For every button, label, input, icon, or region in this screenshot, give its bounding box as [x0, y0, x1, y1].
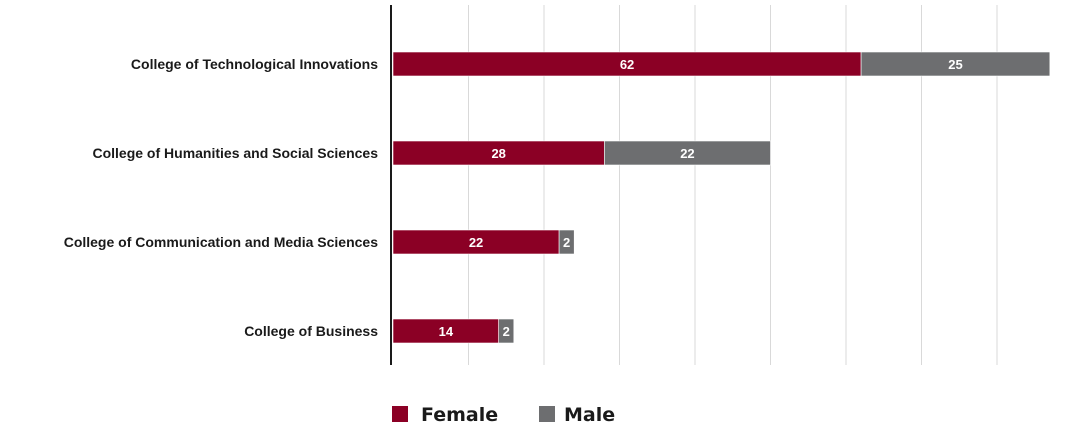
bar-label-male-1: 22 — [680, 146, 694, 161]
category-label-1: College of Humanities and Social Science… — [92, 145, 378, 161]
category-labels: College of Technological Innovations Coll… — [64, 56, 379, 339]
category-label-2: College of Communication and Media Scien… — [64, 234, 378, 250]
bar-label-female-0: 62 — [620, 57, 634, 72]
legend: Female Male — [392, 404, 615, 426]
bar-label-male-2: 2 — [563, 235, 570, 250]
bar-label-female-3: 14 — [439, 324, 454, 339]
legend-label-female: Female — [421, 404, 498, 426]
bar-male-0 — [860, 51, 1051, 77]
bar-label-male-3: 2 — [503, 324, 510, 339]
category-label-3: College of Business — [244, 323, 378, 339]
category-label-0: College of Technological Innovations — [131, 56, 378, 72]
legend-label-male: Male — [564, 404, 615, 426]
bar-male-2 — [558, 229, 575, 255]
bar-male-1 — [604, 140, 771, 166]
bar-male-3 — [498, 318, 515, 344]
bar-label-female-2: 22 — [469, 235, 483, 250]
legend-swatch-male — [539, 406, 555, 422]
bar-female-0 — [392, 51, 862, 77]
bar-label-male-0: 25 — [948, 57, 962, 72]
legend-swatch-female — [392, 406, 408, 422]
bar-label-female-1: 28 — [491, 146, 505, 161]
bar-female-3 — [392, 318, 499, 344]
